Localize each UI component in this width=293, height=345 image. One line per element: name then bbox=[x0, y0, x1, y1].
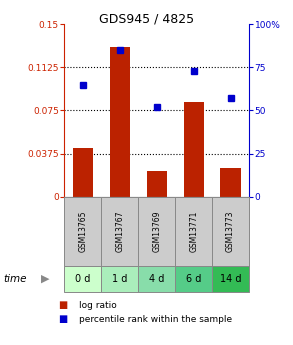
Text: 6 d: 6 d bbox=[186, 274, 201, 284]
Bar bbox=[183, 102, 204, 197]
Bar bbox=[110, 47, 130, 197]
Text: time: time bbox=[3, 274, 26, 284]
Bar bbox=[146, 171, 167, 197]
Text: ■: ■ bbox=[59, 300, 68, 310]
Text: ■: ■ bbox=[59, 314, 68, 324]
Text: GSM13771: GSM13771 bbox=[189, 210, 198, 252]
Text: GDS945 / 4825: GDS945 / 4825 bbox=[99, 12, 194, 25]
Bar bbox=[73, 148, 93, 197]
Text: ▶: ▶ bbox=[41, 274, 50, 284]
Text: GSM13765: GSM13765 bbox=[79, 210, 87, 252]
Text: 4 d: 4 d bbox=[149, 274, 164, 284]
Text: 14 d: 14 d bbox=[220, 274, 241, 284]
Text: 1 d: 1 d bbox=[112, 274, 127, 284]
Text: GSM13773: GSM13773 bbox=[226, 210, 235, 252]
Text: GSM13767: GSM13767 bbox=[115, 210, 124, 252]
Bar bbox=[220, 168, 241, 197]
Text: log ratio: log ratio bbox=[79, 301, 117, 310]
Text: GSM13769: GSM13769 bbox=[152, 210, 161, 252]
Text: 0 d: 0 d bbox=[75, 274, 91, 284]
Text: percentile rank within the sample: percentile rank within the sample bbox=[79, 315, 232, 324]
